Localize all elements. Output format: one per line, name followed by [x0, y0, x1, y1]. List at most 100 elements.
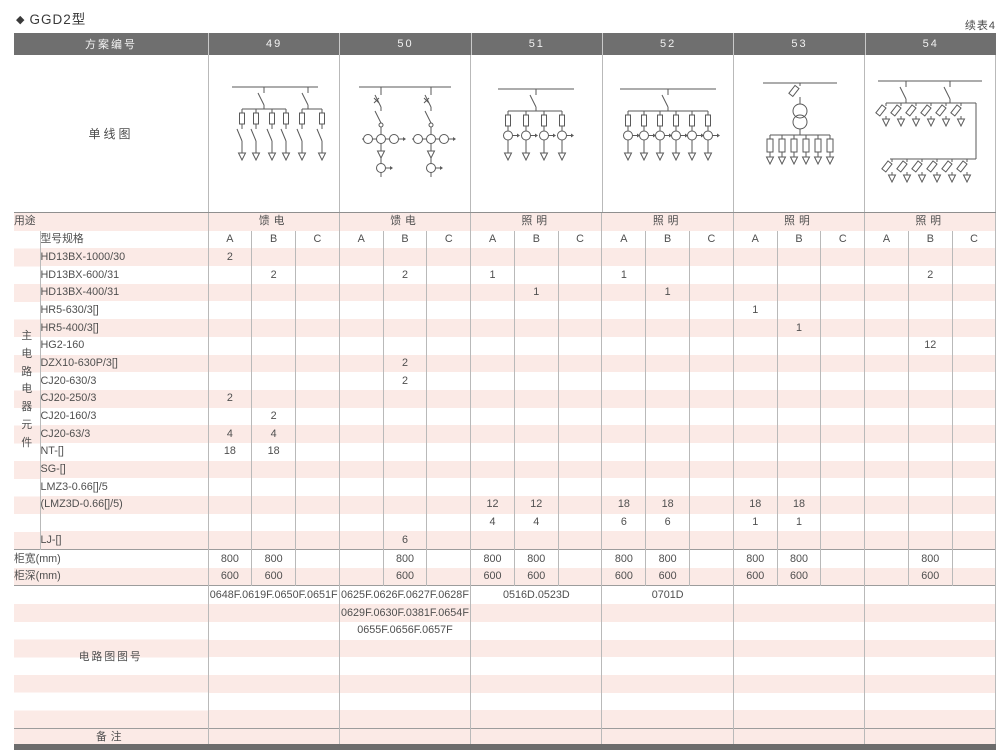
usage-cell-50: 馈电	[338, 213, 471, 231]
quantity-cell	[689, 389, 734, 408]
quantity-cell	[689, 248, 734, 267]
quantity-cell	[513, 319, 559, 337]
quantity-cell	[907, 248, 953, 267]
quantity-cell	[601, 336, 646, 355]
diagram-row-label: 单线图	[88, 127, 134, 141]
sub-column-header: B	[251, 230, 296, 249]
remarks-cell	[470, 727, 602, 747]
quantity-cell	[470, 442, 515, 461]
remarks-cell	[601, 727, 734, 747]
quantity-cell	[557, 460, 602, 479]
quantity-cell: 1	[513, 283, 559, 302]
quantity-cell	[776, 248, 821, 267]
scheme-column-header-53: 53	[733, 33, 864, 55]
dimension-cell	[820, 567, 865, 586]
quantity-cell	[776, 478, 821, 496]
quantity-cell	[907, 513, 953, 532]
remarks-cell	[864, 727, 997, 747]
quantity-cell: 4	[513, 513, 559, 532]
single-line-diagram-51	[498, 88, 575, 160]
single-line-diagram-row: 单线图	[14, 55, 997, 213]
quantity-cell: 1	[601, 266, 646, 284]
quantity-cell: 2	[382, 266, 427, 284]
dimension-cell	[820, 549, 865, 568]
circuit-number-cell	[207, 710, 340, 729]
quantity-cell	[645, 478, 690, 496]
quantity-cell	[689, 266, 734, 284]
quantity-cell	[864, 496, 909, 514]
quantity-cell	[207, 336, 252, 355]
quantity-cell	[907, 301, 953, 320]
circuit-number-cell	[864, 585, 997, 605]
sub-column-header: C	[951, 230, 997, 249]
circuit-number-cell	[601, 604, 734, 622]
quantity-cell	[251, 354, 296, 373]
component-name: LJ-[]	[40, 531, 208, 550]
scheme-number-header: 方案编号	[85, 39, 137, 51]
dimension-cell: 800	[470, 549, 515, 568]
circuit-number-cell	[864, 621, 997, 640]
circuit-number-cell	[601, 621, 734, 640]
scheme-column-header-51: 51	[470, 33, 602, 55]
circuit-number-cell	[470, 657, 602, 675]
quantity-cell	[557, 513, 602, 532]
quantity-cell	[557, 319, 602, 337]
quantity-cell	[951, 425, 997, 443]
quantity-cell	[820, 478, 865, 496]
sub-column-header: A	[338, 230, 384, 249]
diagram-cell-54	[863, 55, 997, 212]
quantity-cell	[907, 460, 953, 479]
component-name: HD13BX-400/31	[40, 283, 208, 302]
dimension-cell	[689, 549, 734, 568]
quantity-cell	[864, 407, 909, 426]
quantity-cell	[645, 301, 690, 320]
dimension-label: 柜宽(mm)	[14, 549, 208, 568]
dimension-cell	[295, 549, 340, 568]
quantity-cell	[864, 354, 909, 373]
quantity-cell	[645, 336, 690, 355]
circuit-number-cell: 0701D	[601, 585, 734, 605]
quantity-cell	[689, 336, 734, 355]
circuit-number-cell	[207, 657, 340, 675]
quantity-cell	[295, 248, 340, 267]
quantity-cell: 12	[513, 496, 559, 514]
circuit-number-cell	[732, 657, 865, 675]
quantity-cell	[470, 407, 515, 426]
quantity-cell	[951, 513, 997, 532]
quantity-cell	[776, 283, 821, 302]
quantity-cell	[557, 301, 602, 320]
sub-column-header: B	[382, 230, 427, 249]
quantity-cell	[338, 531, 384, 550]
dimension-cell	[338, 567, 384, 586]
quantity-cell	[251, 478, 296, 496]
circuit-number-cell	[732, 710, 865, 729]
quantity-cell	[382, 425, 427, 443]
dimension-cell	[295, 567, 340, 586]
component-name: CJ20-160/3	[40, 407, 208, 426]
circuit-number-cell: 0625F.0626F.0627F.0628F	[338, 585, 471, 605]
sub-column-header: A	[732, 230, 778, 249]
quantity-cell	[251, 389, 296, 408]
circuit-number-cell	[338, 639, 471, 658]
quantity-cell	[470, 319, 515, 337]
quantity-cell	[820, 531, 865, 550]
quantity-cell	[951, 372, 997, 390]
circuit-number-cell	[338, 710, 471, 729]
quantity-cell	[864, 266, 909, 284]
sub-column-header: A	[864, 230, 909, 249]
quantity-cell	[951, 407, 997, 426]
remarks-cell	[207, 727, 340, 747]
circuit-number-cell	[864, 674, 997, 693]
quantity-cell	[251, 319, 296, 337]
quantity-cell	[645, 354, 690, 373]
quantity-cell: 4	[207, 425, 252, 443]
quantity-cell	[951, 531, 997, 550]
quantity-cell	[776, 442, 821, 461]
quantity-cell	[295, 336, 340, 355]
quantity-cell	[601, 425, 646, 443]
quantity-cell	[207, 478, 252, 496]
quantity-cell	[732, 266, 778, 284]
dimension-cell	[557, 567, 602, 586]
quantity-cell	[732, 248, 778, 267]
circuit-number-cell: 0516D.0523D	[470, 585, 602, 605]
